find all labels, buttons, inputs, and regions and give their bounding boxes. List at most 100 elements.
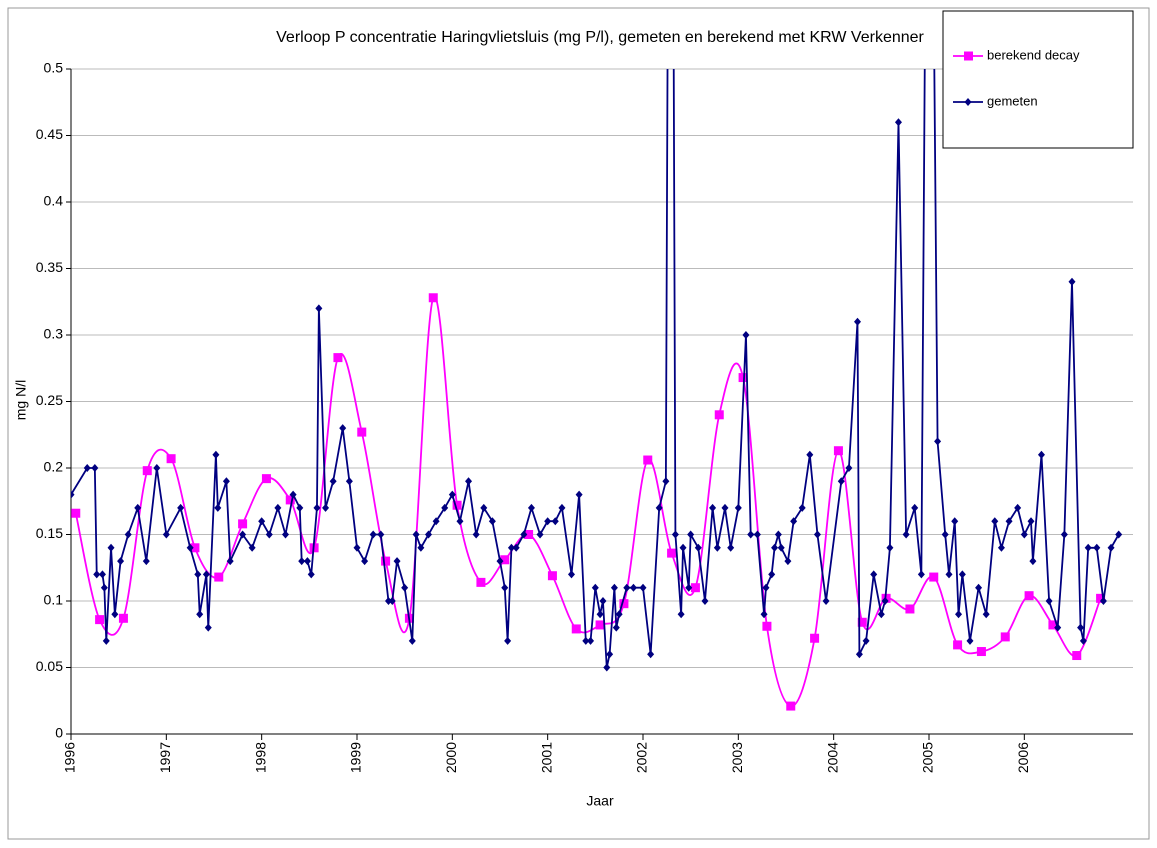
y-tick-label: 0.25 xyxy=(36,392,63,408)
point xyxy=(281,530,289,539)
point xyxy=(982,610,990,619)
point xyxy=(202,570,210,579)
point xyxy=(1068,277,1076,286)
point xyxy=(662,477,670,486)
point xyxy=(465,477,473,486)
point xyxy=(670,0,677,7)
point xyxy=(595,620,605,630)
x-tick-label: 2004 xyxy=(824,742,840,773)
point xyxy=(496,557,504,566)
y-tick-label: 0.05 xyxy=(36,658,63,674)
point xyxy=(905,604,915,614)
x-axis-label: Jaar xyxy=(586,793,614,809)
point xyxy=(512,543,520,552)
point xyxy=(784,557,792,566)
point xyxy=(822,597,830,605)
point xyxy=(536,530,544,539)
point xyxy=(853,317,861,326)
y-tick-label: 0.45 xyxy=(36,126,63,142)
y-tick-label: 0.3 xyxy=(44,326,64,342)
point xyxy=(261,474,271,484)
y-tick-label: 0.15 xyxy=(36,525,63,541)
point xyxy=(388,597,396,605)
point xyxy=(991,517,999,526)
x-tick-label: 2002 xyxy=(634,742,650,773)
point xyxy=(599,597,607,605)
point xyxy=(953,640,963,650)
plot-series xyxy=(71,0,1123,711)
point xyxy=(1099,597,1107,605)
point xyxy=(701,597,709,605)
point xyxy=(472,530,480,539)
point xyxy=(544,517,552,526)
point xyxy=(687,530,695,539)
point xyxy=(238,519,248,529)
x-tick-label: 1997 xyxy=(157,742,173,773)
chart-title: Verloop P concentratie Haringvlietsluis … xyxy=(276,29,924,46)
point xyxy=(886,543,894,552)
point xyxy=(777,543,785,552)
point xyxy=(315,304,323,313)
point xyxy=(810,633,820,643)
point xyxy=(71,490,75,499)
point xyxy=(527,503,535,512)
point xyxy=(713,543,721,552)
point xyxy=(153,464,161,472)
point xyxy=(1077,623,1085,632)
point xyxy=(1084,543,1092,552)
point xyxy=(837,477,845,486)
point xyxy=(639,583,647,592)
point xyxy=(142,557,150,566)
y-tick-label: 0.5 xyxy=(44,60,64,76)
point xyxy=(488,517,496,526)
point xyxy=(1037,450,1045,459)
point xyxy=(575,490,583,499)
point xyxy=(313,503,321,512)
point xyxy=(1005,517,1013,526)
point xyxy=(441,503,449,512)
point xyxy=(214,503,222,512)
y-axis-label: mg N/l xyxy=(13,380,29,420)
point xyxy=(296,503,304,512)
y-tick-label: 0 xyxy=(55,725,63,741)
point xyxy=(71,508,81,518)
point xyxy=(361,557,369,566)
point xyxy=(911,503,919,512)
point xyxy=(623,583,631,592)
point xyxy=(951,517,959,526)
point xyxy=(790,517,798,526)
point xyxy=(606,650,614,659)
point xyxy=(629,583,637,592)
point xyxy=(357,427,367,437)
point xyxy=(1072,651,1082,661)
point xyxy=(612,623,620,632)
point xyxy=(1029,557,1037,566)
point xyxy=(186,543,194,552)
point xyxy=(760,610,768,619)
point xyxy=(384,597,392,605)
point xyxy=(1115,530,1123,539)
legend: berekend decay gemeten xyxy=(942,10,1134,149)
point xyxy=(190,543,200,553)
point xyxy=(798,503,806,512)
point xyxy=(226,557,234,566)
point xyxy=(448,490,456,499)
point xyxy=(102,636,110,645)
point xyxy=(412,530,420,539)
point xyxy=(401,583,409,592)
point xyxy=(393,557,401,566)
point xyxy=(742,331,750,339)
point xyxy=(452,500,462,510)
point xyxy=(966,636,974,645)
point xyxy=(881,597,889,605)
point xyxy=(298,557,306,566)
point xyxy=(239,530,247,539)
point xyxy=(1060,530,1068,539)
point xyxy=(643,455,653,465)
legend-label: berekend decay xyxy=(987,47,1080,62)
point xyxy=(941,530,949,539)
point xyxy=(870,570,878,579)
point xyxy=(862,636,870,645)
point xyxy=(664,0,671,7)
